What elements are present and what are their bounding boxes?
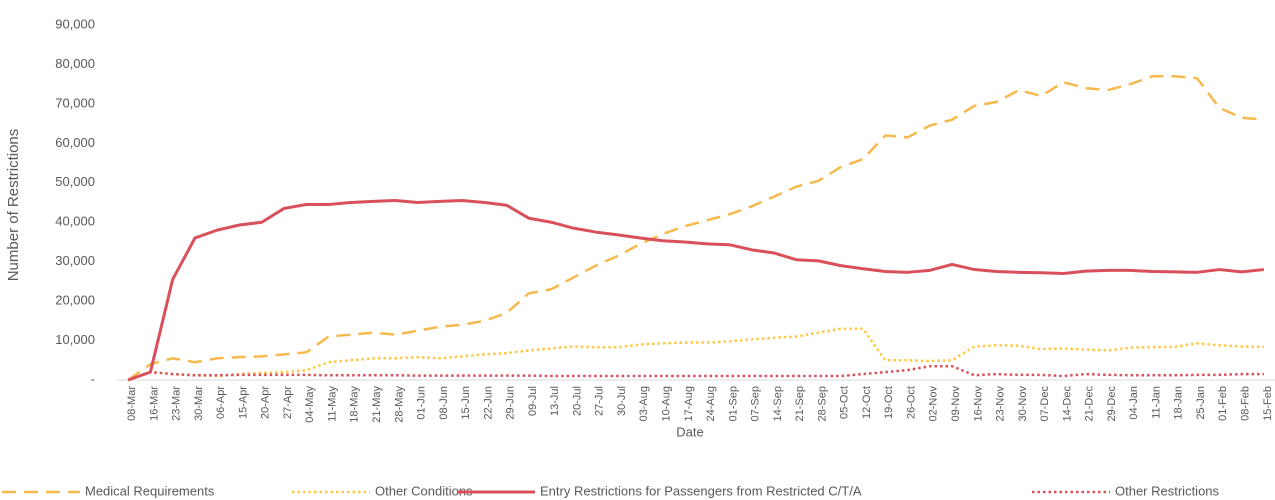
- y-tick-label: 60,000: [55, 135, 95, 150]
- legend-label: Entry Restrictions for Passengers from R…: [540, 483, 862, 498]
- x-tick-label: 25-Jan: [1195, 386, 1207, 420]
- x-tick-label: 08-Jun: [438, 386, 450, 420]
- x-tick-label: 17-Aug: [683, 386, 695, 421]
- x-tick-label: 06-Apr: [215, 386, 227, 419]
- x-tick-label: 30-Mar: [193, 386, 205, 421]
- x-tick-label: 03-Aug: [638, 386, 650, 421]
- x-tick-label: 30-Jul: [616, 386, 628, 416]
- y-tick-label: 30,000: [55, 253, 95, 268]
- x-tick-label: 23-Nov: [995, 386, 1007, 422]
- y-tick-label: 20,000: [55, 293, 95, 308]
- x-tick-label: 11-May: [326, 386, 338, 422]
- x-tick-label: 30-Nov: [1017, 386, 1029, 422]
- x-tick-label: 14-Dec: [1061, 386, 1073, 422]
- x-tick-label: 22-Jun: [482, 386, 494, 420]
- x-tick-label: 07-Sep: [750, 386, 762, 421]
- x-tick-label: 14-Sep: [772, 386, 784, 421]
- x-tick-label: 04-May: [304, 386, 316, 423]
- x-tick-label: 21-Sep: [794, 386, 806, 421]
- x-tick-label: 09-Jul: [527, 386, 539, 416]
- x-tick-label: 18-Jan: [1173, 386, 1185, 420]
- x-tick-label: 15-Jun: [460, 386, 472, 420]
- x-tick-label: 15-Feb: [1262, 386, 1274, 421]
- x-tick-label: 01-Sep: [727, 386, 739, 421]
- x-tick-label: 18-May: [349, 386, 361, 423]
- x-tick-label: 23-Mar: [171, 386, 183, 421]
- x-tick-label: 26-Oct: [905, 386, 917, 419]
- x-tick-label: 13-Jul: [549, 386, 561, 416]
- x-tick-label: 21-Dec: [1084, 386, 1096, 422]
- x-tick-label: 27-Apr: [282, 386, 294, 419]
- y-tick-label: 10,000: [55, 332, 95, 347]
- x-tick-label: 04-Jan: [1128, 386, 1140, 420]
- x-tick-label: 08-Mar: [126, 386, 138, 421]
- x-tick-label: 28-Sep: [816, 386, 828, 421]
- x-tick-label: 12-Oct: [861, 386, 873, 419]
- x-tick-label: 07-Dec: [1039, 386, 1051, 422]
- x-tick-label: 24-Aug: [705, 386, 717, 421]
- x-tick-label: 20-Apr: [260, 386, 272, 419]
- series-line: [127, 364, 1264, 382]
- x-tick-label: 16-Nov: [972, 386, 984, 422]
- x-tick-label: 20-Jul: [571, 386, 583, 416]
- x-tick-label: 28-May: [393, 386, 405, 423]
- y-tick-label: 80,000: [55, 56, 95, 71]
- x-tick-label: 29-Dec: [1106, 386, 1118, 422]
- series-line: [127, 75, 1264, 382]
- x-tick-label: 08-Feb: [1240, 386, 1252, 421]
- x-tick-label: 01-Feb: [1217, 386, 1229, 421]
- x-tick-label: 09-Nov: [950, 386, 962, 422]
- x-tick-label: 10-Aug: [661, 386, 673, 421]
- x-tick-label: 21-May: [371, 386, 383, 423]
- series-line: [127, 199, 1265, 382]
- y-tick-label: -: [91, 371, 95, 386]
- x-tick-label: 27-Jul: [594, 386, 606, 416]
- legend-label: Other Restrictions: [1115, 483, 1220, 498]
- x-tick-label: 05-Oct: [839, 386, 851, 419]
- y-tick-label: 90,000: [55, 16, 95, 31]
- legend-label: Other Conditions: [375, 483, 473, 498]
- x-tick-label: 11-Jan: [1150, 386, 1162, 419]
- series-line: [127, 327, 1264, 382]
- x-tick-label: 16-Mar: [148, 386, 160, 421]
- x-tick-label: 29-Jun: [505, 386, 517, 420]
- y-tick-label: 40,000: [55, 214, 95, 229]
- x-axis-title: Date: [676, 424, 703, 439]
- y-axis-title: Number of Restrictions: [5, 129, 22, 282]
- y-tick-label: 70,000: [55, 95, 95, 110]
- x-tick-label: 15-Apr: [237, 386, 249, 419]
- y-tick-label: 50,000: [55, 174, 95, 189]
- legend-label: Medical Requirements: [85, 483, 215, 498]
- x-tick-label: 01-Jun: [416, 386, 428, 420]
- x-tick-label: 02-Nov: [928, 386, 940, 422]
- x-tick-label: 19-Oct: [883, 386, 895, 419]
